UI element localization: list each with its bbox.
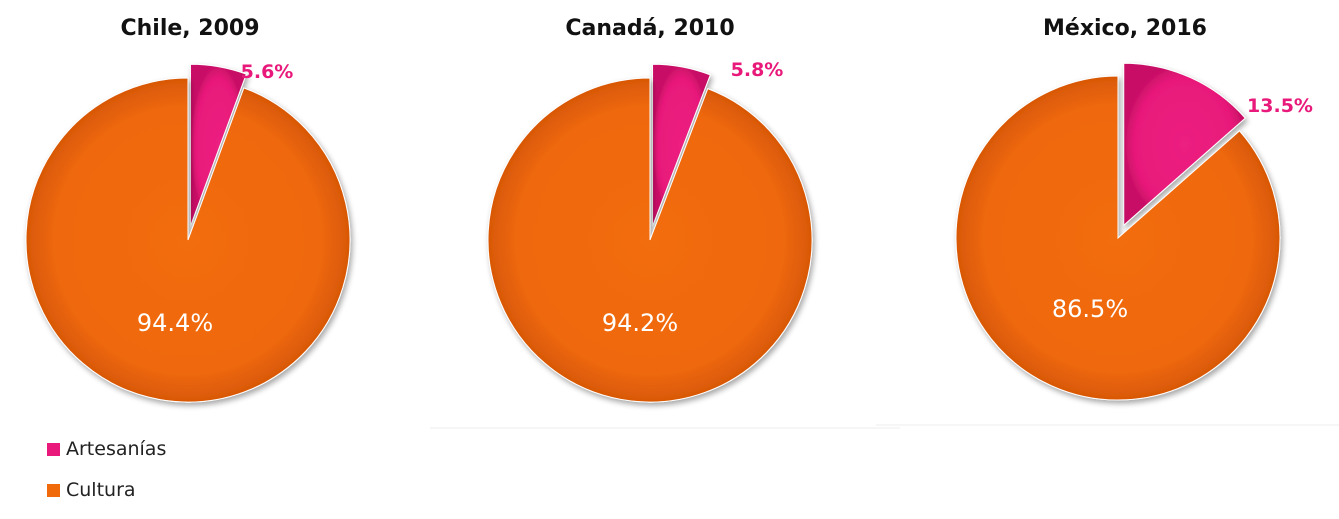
- data-label-artesanias: 13.5%: [1247, 95, 1313, 117]
- pie-slice-cultura: [955, 75, 1281, 401]
- pie-slice-cultura: [487, 77, 813, 403]
- legend: Artesanías Cultura: [47, 437, 166, 519]
- chart-title: Canadá, 2010: [565, 16, 734, 41]
- pie-slice-artesanias: [1123, 62, 1246, 227]
- data-label-cultura: 94.4%: [137, 309, 213, 337]
- pie-chart-mexico-2016: México, 2016 13.5% 86.5%: [955, 16, 1313, 401]
- chart-title: México, 2016: [1043, 16, 1207, 41]
- pie-chart-canada-2010: Canadá, 2010 5.8% 94.2%: [487, 16, 813, 403]
- data-label-cultura: 94.2%: [602, 309, 678, 337]
- pie-slice-artesanias: [652, 63, 711, 227]
- legend-label-cultura: Cultura: [66, 479, 136, 501]
- pie-slice-artesanias: [189, 63, 247, 227]
- legend-swatch-cultura: [47, 483, 60, 497]
- pie-chart-chile-2009: Chile, 2009 5.6% 94.4%: [25, 16, 351, 403]
- legend-label-artesanias: Artesanías: [66, 438, 167, 460]
- data-label-artesanias: 5.6%: [241, 61, 294, 83]
- data-label-cultura: 86.5%: [1052, 295, 1128, 323]
- legend-swatch-artesanias: [47, 442, 60, 456]
- data-label-artesanias: 5.8%: [731, 59, 784, 81]
- pies-group: Chile, 2009 5.6% 94.4% Canadá, 2010 5.8% 94.2…: [25, 16, 1313, 403]
- chart-title: Chile, 2009: [120, 16, 259, 41]
- legend-item-cultura: Cultura: [47, 478, 166, 502]
- legend-item-artesanias: Artesanías: [47, 437, 166, 461]
- pie-slice-cultura: [25, 77, 351, 403]
